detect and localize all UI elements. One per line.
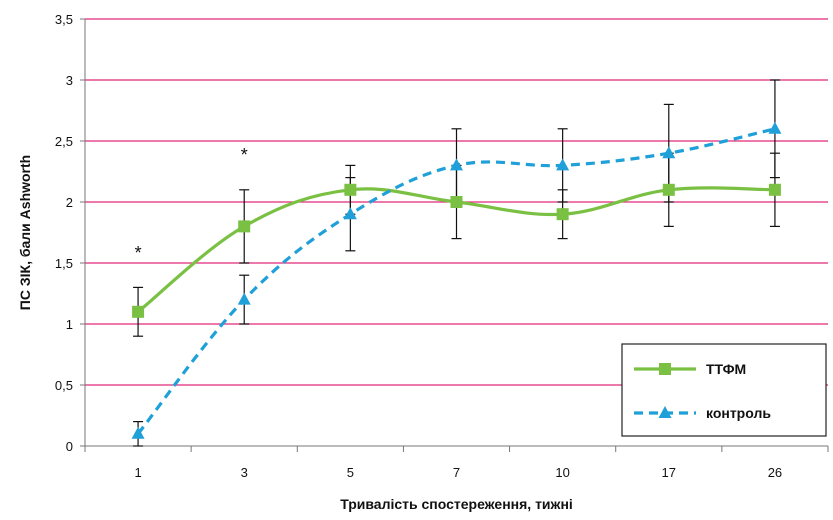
axes: [84, 19, 828, 447]
series-1: [131, 121, 782, 439]
series-0: [132, 183, 781, 318]
data-point: [450, 196, 463, 208]
grid-lines: [80, 18, 829, 452]
y-tick-labels: 0 0,5 1 1,5 2 2,5 3 3,5: [55, 12, 73, 454]
legend-swatch-marker: [659, 363, 671, 375]
data-point: [556, 208, 569, 221]
y-tick-label: 3,5: [55, 12, 73, 27]
annotations: **: [135, 145, 248, 263]
data-point: [131, 426, 145, 439]
x-tick-label: 10: [555, 465, 569, 480]
significance-marker: *: [241, 145, 248, 165]
x-tick-labels: 1 3 5 7 10 17 26: [134, 465, 782, 480]
y-tick-label: 0,5: [55, 378, 73, 393]
y-axis-title: ПС ЗІК, бали Ashworth: [17, 155, 33, 310]
y-tick-label: 0: [66, 439, 73, 454]
legend: ТТФМ контроль: [621, 343, 827, 437]
x-tick-label: 26: [768, 465, 782, 480]
legend-items: ТТФМ контроль: [634, 361, 771, 421]
x-tick-label: 7: [453, 465, 460, 480]
data-point: [238, 220, 251, 233]
x-tick-label: 5: [347, 465, 354, 480]
x-tick-label: 3: [241, 465, 248, 480]
data-point: [132, 305, 145, 318]
data-point: [556, 158, 570, 171]
y-tick-label: 2,5: [55, 134, 73, 149]
legend-swatch-marker: [658, 406, 672, 418]
data-point: [237, 292, 251, 305]
legend-box: [621, 343, 827, 437]
y-tick-label: 2: [66, 195, 73, 210]
data-point: [768, 183, 781, 196]
legend-label: ТТФМ: [706, 361, 746, 377]
data-point: [768, 121, 782, 134]
x-axis-title: Тривалість спостереження, тижні: [340, 496, 573, 512]
data-point: [662, 146, 676, 159]
legend-item-1: контроль: [634, 405, 771, 421]
data-point: [343, 207, 357, 220]
significance-marker: *: [135, 243, 142, 263]
data-point: [450, 158, 463, 171]
y-tick-label: 1: [66, 317, 73, 332]
series: [131, 79, 782, 447]
y-tick-label: 1,5: [55, 256, 73, 271]
data-point: [344, 183, 357, 196]
x-tick-label: 1: [134, 465, 141, 480]
data-point: [662, 183, 675, 196]
x-tick-label: 17: [662, 465, 676, 480]
legend-item-0: ТТФМ: [634, 361, 746, 377]
legend-label: контроль: [706, 405, 771, 421]
y-tick-label: 3: [66, 73, 73, 88]
